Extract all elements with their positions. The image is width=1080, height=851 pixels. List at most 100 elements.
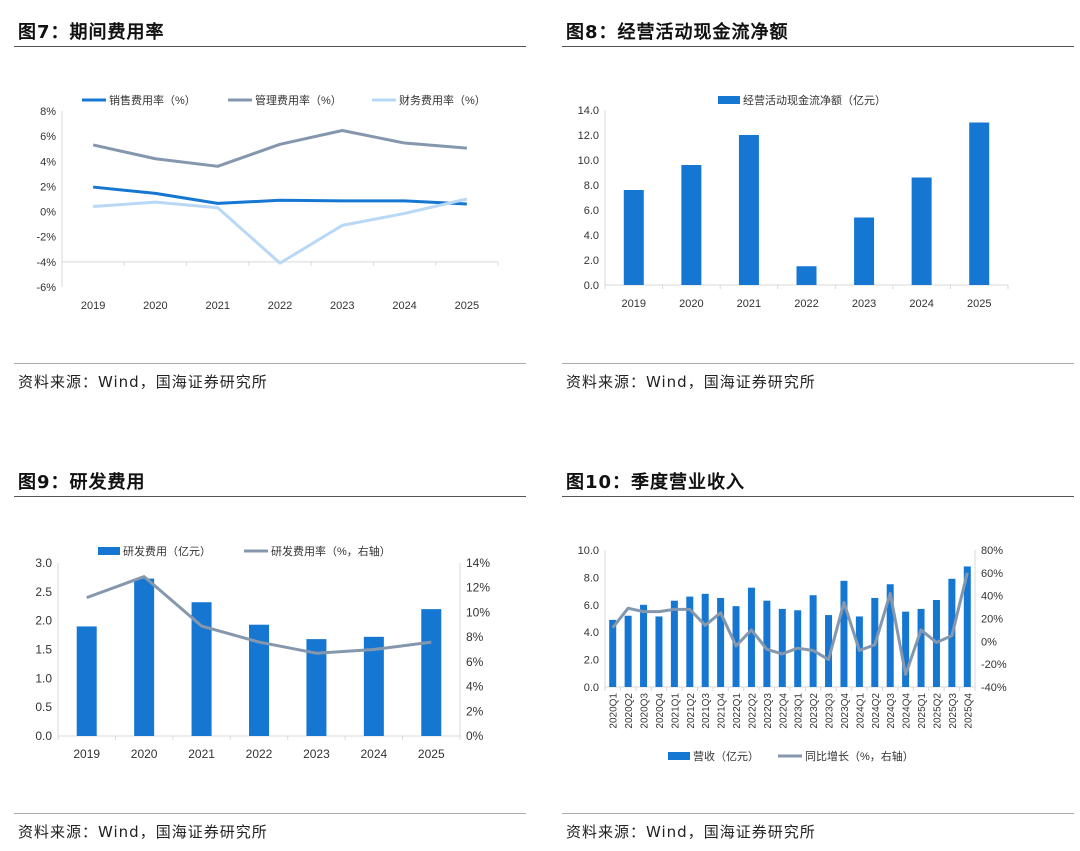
y-tick-label: -4% xyxy=(36,257,56,269)
y2-tick-label: 80% xyxy=(981,545,1003,557)
figure10-title-rule xyxy=(562,496,1074,497)
y2-tick-label: 6% xyxy=(466,655,484,669)
bar xyxy=(640,604,648,687)
y-tick-label: 2% xyxy=(40,181,56,193)
x-tick-label: 2025Q1 xyxy=(917,693,928,729)
series-line xyxy=(93,197,468,265)
x-tick-label: 2025Q2 xyxy=(932,693,943,729)
bar xyxy=(738,135,759,285)
bar xyxy=(134,578,155,736)
figure7-source-rule xyxy=(14,363,526,364)
x-tick-label: 2022 xyxy=(794,298,818,310)
figure8-title: 图8：经营活动现金流净额 xyxy=(566,22,789,43)
bar xyxy=(421,609,442,736)
y-tick-label: -2% xyxy=(36,232,56,244)
y-tick-label: 10.0 xyxy=(578,155,599,167)
bar xyxy=(717,597,725,687)
x-tick-label: 2024 xyxy=(909,298,933,310)
x-tick-label: 2023 xyxy=(330,300,354,312)
chart-7: -6% -4% -2% 0% 2% 4% 6% 8% 2019 2020 2021 2022 2023 2… xyxy=(36,93,499,312)
legend-label: 销售费用率（%） xyxy=(109,93,196,107)
bar xyxy=(624,615,632,687)
y2-tick-label: 12% xyxy=(466,581,490,595)
x-tick-label: 2024 xyxy=(392,300,416,312)
y-tick-label: 0.5 xyxy=(35,700,52,714)
x-tick-label: 2023Q2 xyxy=(809,693,820,729)
x-tick-label: 2023Q4 xyxy=(840,693,851,729)
legend-swatch xyxy=(668,752,690,760)
bar xyxy=(840,580,848,687)
x-tick-label: 2020 xyxy=(679,298,703,310)
bar xyxy=(778,608,786,687)
y-tick-label: 0% xyxy=(40,207,56,219)
x-tick-label: 2020Q3 xyxy=(640,693,651,729)
x-tick-label: 2024Q4 xyxy=(902,693,913,729)
x-tick-label: 2020 xyxy=(143,300,167,312)
bar xyxy=(655,616,663,687)
y2-tick-label: 20% xyxy=(981,614,1003,626)
figure8-source-rule xyxy=(562,363,1074,364)
y-tick-label: -6% xyxy=(36,282,56,294)
bar xyxy=(191,602,212,736)
legend-swatch xyxy=(718,96,740,104)
bar xyxy=(886,584,894,687)
bar xyxy=(623,190,644,285)
bar xyxy=(917,608,925,687)
bar xyxy=(902,611,910,687)
y-tick-label: 3.0 xyxy=(35,556,52,570)
x-tick-label: 2025 xyxy=(455,300,479,312)
bar xyxy=(747,587,755,687)
x-tick-label: 2020Q1 xyxy=(609,693,620,729)
y-tick-label: 6.0 xyxy=(584,600,599,612)
x-tick-label: 2021Q1 xyxy=(670,693,681,729)
figure8-source: 资料来源：Wind，国海证券研究所 xyxy=(566,373,816,391)
bar xyxy=(249,624,269,736)
y-tick-label: 8% xyxy=(40,106,56,118)
x-tick-label: 2021 xyxy=(188,747,215,761)
y-tick-label: 4% xyxy=(40,156,56,168)
x-tick-label: 2019 xyxy=(73,747,100,761)
x-tick-label: 2023Q1 xyxy=(794,693,805,729)
y-tick-label: 4.0 xyxy=(584,230,599,242)
x-tick-label: 2025Q3 xyxy=(948,693,959,729)
bar xyxy=(763,600,771,687)
x-tick-label: 2022Q2 xyxy=(747,693,758,729)
x-tick-label: 2022 xyxy=(246,747,273,761)
y2-tick-label: 10% xyxy=(466,605,490,619)
x-tick-label: 2022 xyxy=(268,300,292,312)
y-tick-label: 14.0 xyxy=(578,105,599,117)
x-tick-label: 2021 xyxy=(737,298,761,310)
y-tick-label: 12.0 xyxy=(578,130,599,142)
x-tick-label: 2023 xyxy=(303,747,330,761)
chart-9: 0.0 0.5 1.0 1.5 2.0 2.5 3.0 0% 2% 4% 6% 8% 10% 12% 14%… xyxy=(35,544,490,761)
bar xyxy=(363,636,384,736)
chart-8: 0.0 2.0 4.0 6.0 8.0 10.0 12.0 14.0 2019 2020 2021 2… xyxy=(578,93,1009,310)
figure7-source: 资料来源：Wind，国海证券研究所 xyxy=(18,373,268,391)
x-tick-label: 2021Q2 xyxy=(686,693,697,729)
chart-10: 0.0 2.0 4.0 6.0 8.0 10.0 -40% -20% 0% 20% 40% 60% 80… xyxy=(578,545,1007,763)
figure9-title-rule xyxy=(14,496,526,497)
y2-tick-label: 0% xyxy=(981,636,997,648)
x-tick-label: 2021Q3 xyxy=(701,693,712,729)
x-tick-label: 2022Q4 xyxy=(778,693,789,729)
y2-tick-label: 0% xyxy=(466,729,484,743)
y-tick-label: 6.0 xyxy=(584,205,599,217)
x-tick-label: 2024Q2 xyxy=(871,693,882,729)
bar xyxy=(969,122,990,285)
x-tick-label: 2021 xyxy=(205,300,229,312)
y-tick-label: 1.0 xyxy=(35,671,52,685)
y2-tick-label: 4% xyxy=(466,680,484,694)
y-tick-label: 8.0 xyxy=(584,180,599,192)
legend-label: 研发费用率（%，右轴） xyxy=(271,544,391,558)
y-tick-label: 0.0 xyxy=(584,682,599,694)
figure7-title-rule xyxy=(14,46,526,47)
x-tick-label: 2025 xyxy=(418,747,445,761)
y2-tick-label: 40% xyxy=(981,591,1003,603)
y2-tick-label: 60% xyxy=(981,568,1003,580)
y2-tick-label: 8% xyxy=(466,630,484,644)
y-tick-label: 10.0 xyxy=(578,545,599,557)
x-tick-label: 2024 xyxy=(361,747,388,761)
x-tick-label: 2019 xyxy=(622,298,646,310)
